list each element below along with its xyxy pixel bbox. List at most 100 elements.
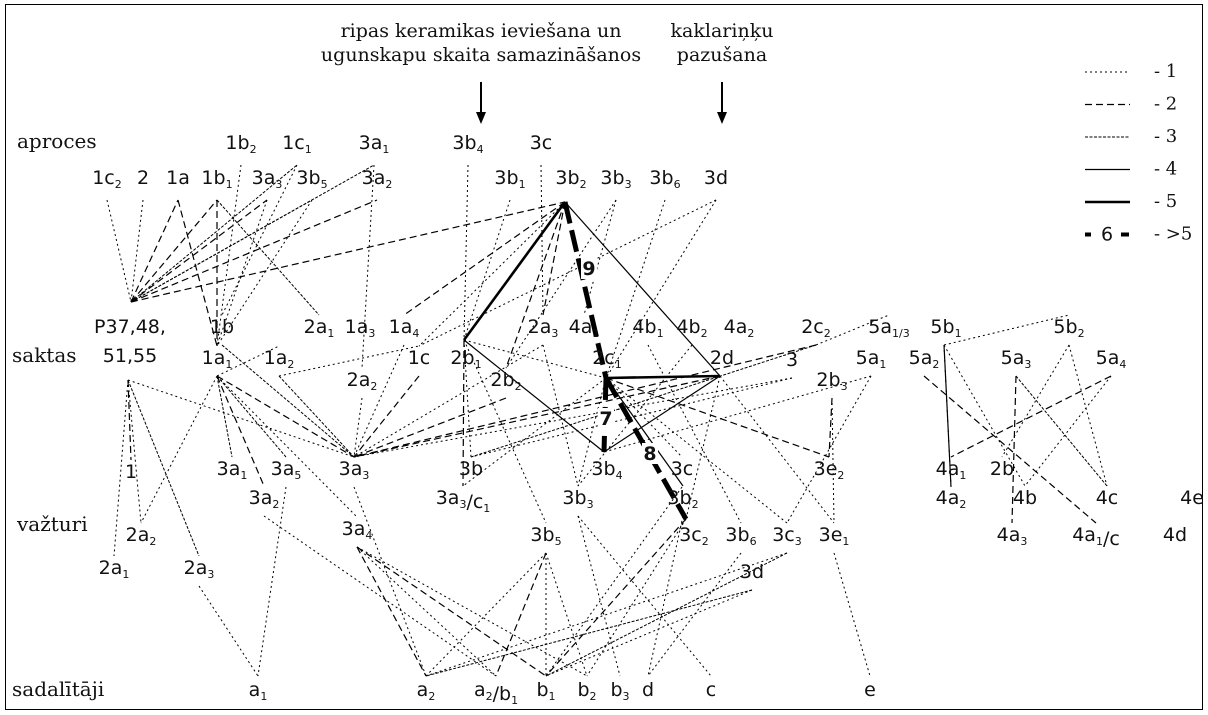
edge-114 (586, 518, 687, 677)
edge-24 (216, 375, 355, 458)
node-v-4a2: 4a2 (936, 487, 967, 511)
node-v-4a1c: 4a1/c (1072, 524, 1120, 550)
node-d-a2: a2 (417, 679, 436, 703)
edge-115 (647, 552, 742, 677)
edge-82 (140, 375, 218, 524)
edge-121 (263, 515, 497, 677)
edge-14 (130, 201, 566, 303)
edge-43 (950, 375, 1112, 458)
node-s-4b2: 4b2 (676, 316, 707, 340)
legend-label-1: - 1 (1154, 61, 1177, 82)
edge-17 (130, 199, 313, 303)
node-d-b2: b2 (577, 679, 596, 703)
node-s-5a4: 5a4 (1096, 347, 1127, 371)
node-s-4b1: 4b1 (632, 316, 663, 340)
node-s-2d: 2d (710, 347, 734, 369)
edge-0 (562, 201, 609, 379)
node-v-3b2: 3b2 (667, 487, 698, 511)
node-a-3a3: 3a3 (252, 167, 283, 191)
edge-95 (719, 375, 835, 524)
edge-number-bg-n7 (598, 408, 614, 429)
edge-30 (353, 397, 507, 458)
node-s-1a3: 1a3 (345, 316, 376, 340)
edge-64 (605, 199, 666, 379)
node-d-e: e (864, 679, 876, 701)
edge-90 (605, 377, 683, 458)
annotation-ceramics-line-2: ugunskapu skaita samazināšanos (321, 44, 641, 66)
figure-frame (5, 4, 1203, 710)
edge-120 (198, 585, 259, 677)
edge-51 (216, 375, 233, 458)
node-s-2b2: 2b2 (490, 369, 521, 393)
node-s-1a2: 1a2 (264, 347, 295, 371)
node-s-p37b: 51,55 (103, 345, 157, 367)
edge-73 (943, 314, 1070, 346)
legend-label-6: - >5 (1154, 224, 1192, 245)
node-s-5a3: 5a3 (1001, 347, 1032, 371)
node-v-4a3: 4a3 (997, 524, 1028, 548)
node-v-4a1: 4a1 (936, 458, 967, 482)
edge-35 (356, 546, 427, 677)
node-s-4a1: 4a1 (569, 316, 600, 340)
legend-label-4: - 4 (1154, 159, 1177, 180)
edge-39 (462, 339, 465, 487)
edge-71 (463, 339, 607, 379)
edge-number-layer: 9 7 8 (581, 258, 658, 465)
edge-41 (605, 377, 830, 458)
node-s-2b3: 2b3 (816, 369, 847, 393)
row-label-vazturi: važturi (16, 512, 88, 536)
edge-61 (540, 164, 544, 316)
edge-48 (425, 589, 753, 677)
node-a-3c: 3c (530, 132, 553, 154)
edge-81 (127, 379, 355, 458)
edge-34 (127, 379, 200, 557)
edge-3 (462, 201, 567, 341)
edge-89 (462, 377, 607, 487)
edge-number-n8: 8 (643, 443, 656, 465)
node-v-3a4: 3a4 (342, 518, 373, 542)
edge-54 (130, 199, 144, 303)
edge-59 (216, 199, 313, 347)
edge-45 (1015, 375, 1108, 487)
edge-10 (130, 199, 179, 303)
edge-18 (177, 199, 218, 347)
node-d-d: d (642, 679, 654, 701)
node-v-3d: 3d (740, 561, 764, 583)
edge-76 (1068, 344, 1108, 487)
annotation-ceramics-line-1: ripas keramikas ieviešana un (341, 20, 622, 42)
edge-53 (106, 199, 132, 303)
edge-99 (786, 375, 872, 524)
edge-100 (831, 397, 835, 524)
edge-38 (545, 518, 687, 677)
node-a-3b2: 3b2 (555, 167, 586, 191)
row-label-sadalitaji: sadalītāji (12, 677, 104, 701)
edge-97 (470, 377, 793, 458)
edge-110 (425, 552, 547, 677)
edge-116 (833, 552, 871, 677)
edge-42 (828, 397, 833, 458)
node-v-3b5: 3b5 (530, 524, 561, 548)
node-v-3b3: 3b3 (562, 487, 593, 511)
node-v-2a2: 2a2 (126, 524, 157, 548)
edge-103 (577, 377, 607, 487)
edge-74 (943, 344, 1026, 487)
edge-11 (130, 199, 218, 303)
edge-44 (1011, 375, 1017, 524)
edge-93 (577, 344, 693, 487)
node-d-b3: b3 (610, 679, 629, 703)
row-label-aproces: aproces (17, 129, 97, 153)
node-v-1: 1 (125, 461, 137, 483)
node-a-3b1: 3b1 (494, 167, 525, 191)
edge-118 (425, 552, 788, 677)
node-a-3a1: 3a1 (359, 132, 390, 156)
edge-62 (463, 199, 511, 341)
node-s-p37a: P37,48, (94, 316, 166, 338)
down-arrow-head-0 (476, 112, 486, 124)
node-v-3a1: 3a1 (217, 458, 248, 482)
edge-27 (278, 375, 355, 458)
node-v-4b: 4b (1013, 487, 1037, 509)
edge-number-n7: 7 (599, 408, 612, 430)
node-a-1b2: 1b2 (225, 132, 256, 156)
